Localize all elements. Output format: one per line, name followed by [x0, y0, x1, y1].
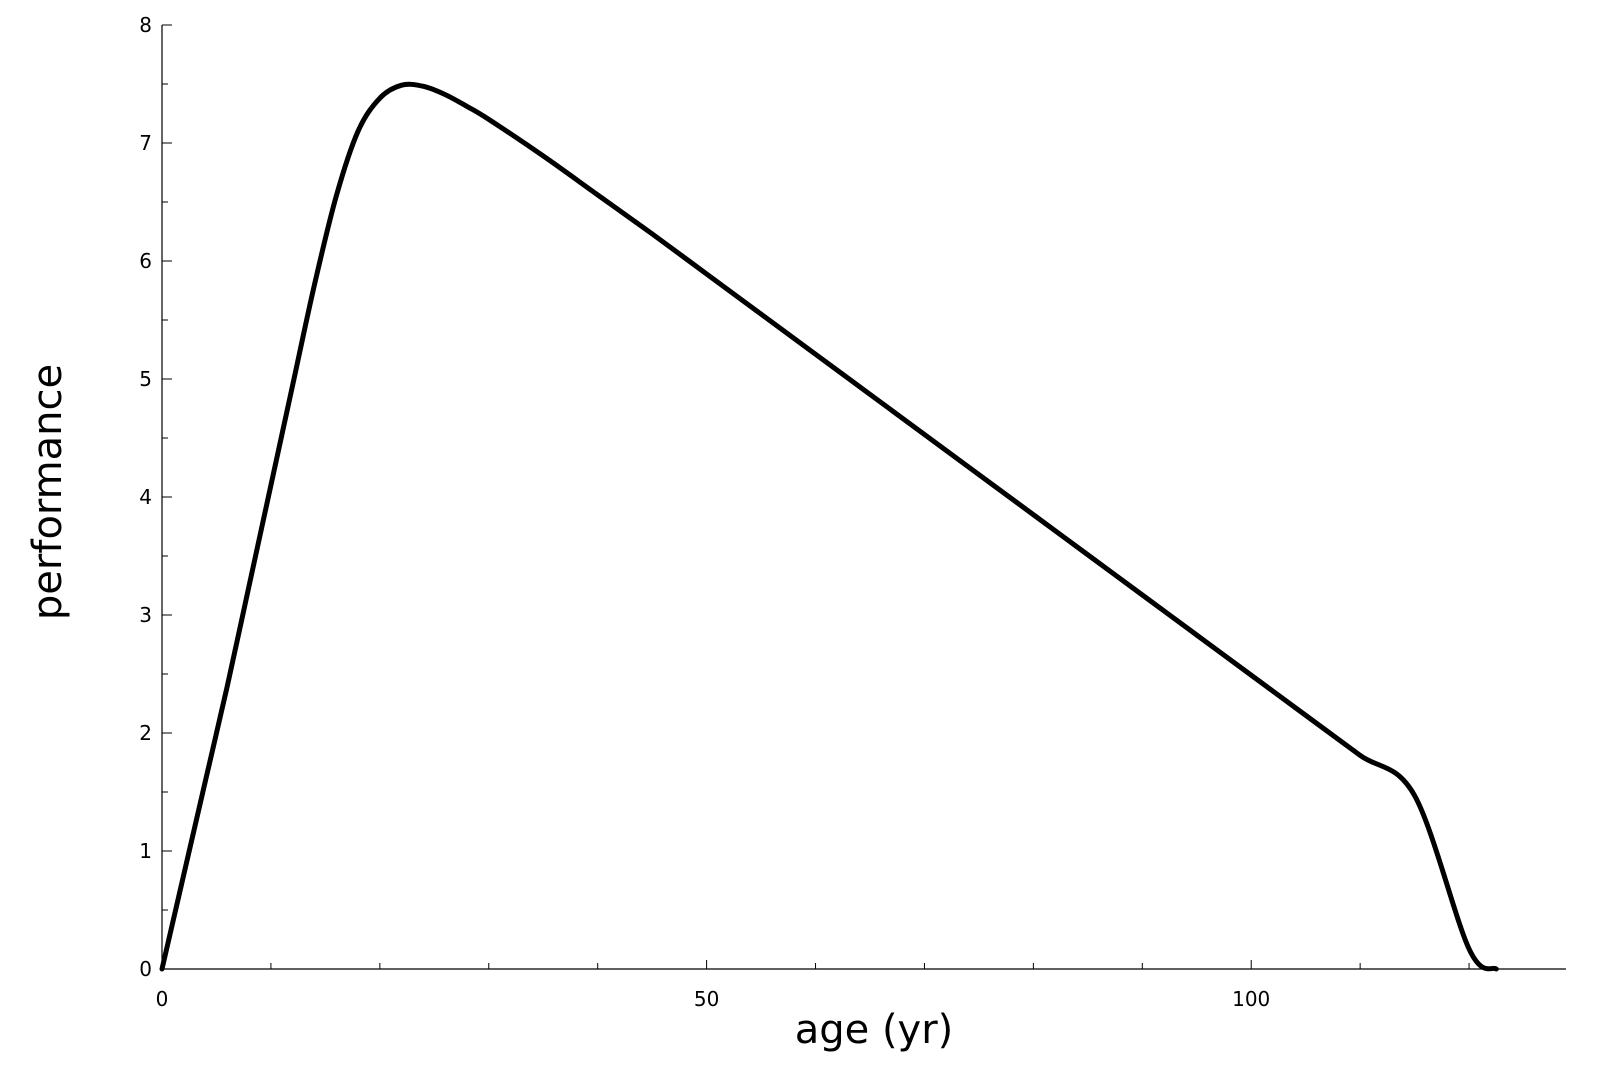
- y-axis-title: performance: [25, 364, 71, 620]
- x-tick-label: 0: [156, 987, 169, 1011]
- y-tick-label: 1: [139, 839, 152, 863]
- y-tick-label: 4: [139, 485, 152, 509]
- y-tick-label: 7: [139, 131, 152, 155]
- y-tick-label: 2: [139, 721, 152, 745]
- y-tick-label: 8: [139, 13, 152, 37]
- x-tick-label: 50: [694, 987, 719, 1011]
- y-tick-label: 0: [139, 957, 152, 981]
- y-tick-label: 5: [139, 367, 152, 391]
- x-tick-label: 100: [1232, 987, 1270, 1011]
- series-layer: [159, 81, 1499, 972]
- tick-labels: 0 50 100 0 1 2 3 4 5 6 7 8: [139, 13, 1270, 1011]
- y-tick-label: 3: [139, 603, 152, 627]
- series-line: [159, 81, 1499, 972]
- y-tick-label: 6: [139, 249, 152, 273]
- axes: [161, 25, 1566, 970]
- ticks: [161, 24, 1470, 970]
- x-axis-title: age (yr): [795, 1007, 954, 1053]
